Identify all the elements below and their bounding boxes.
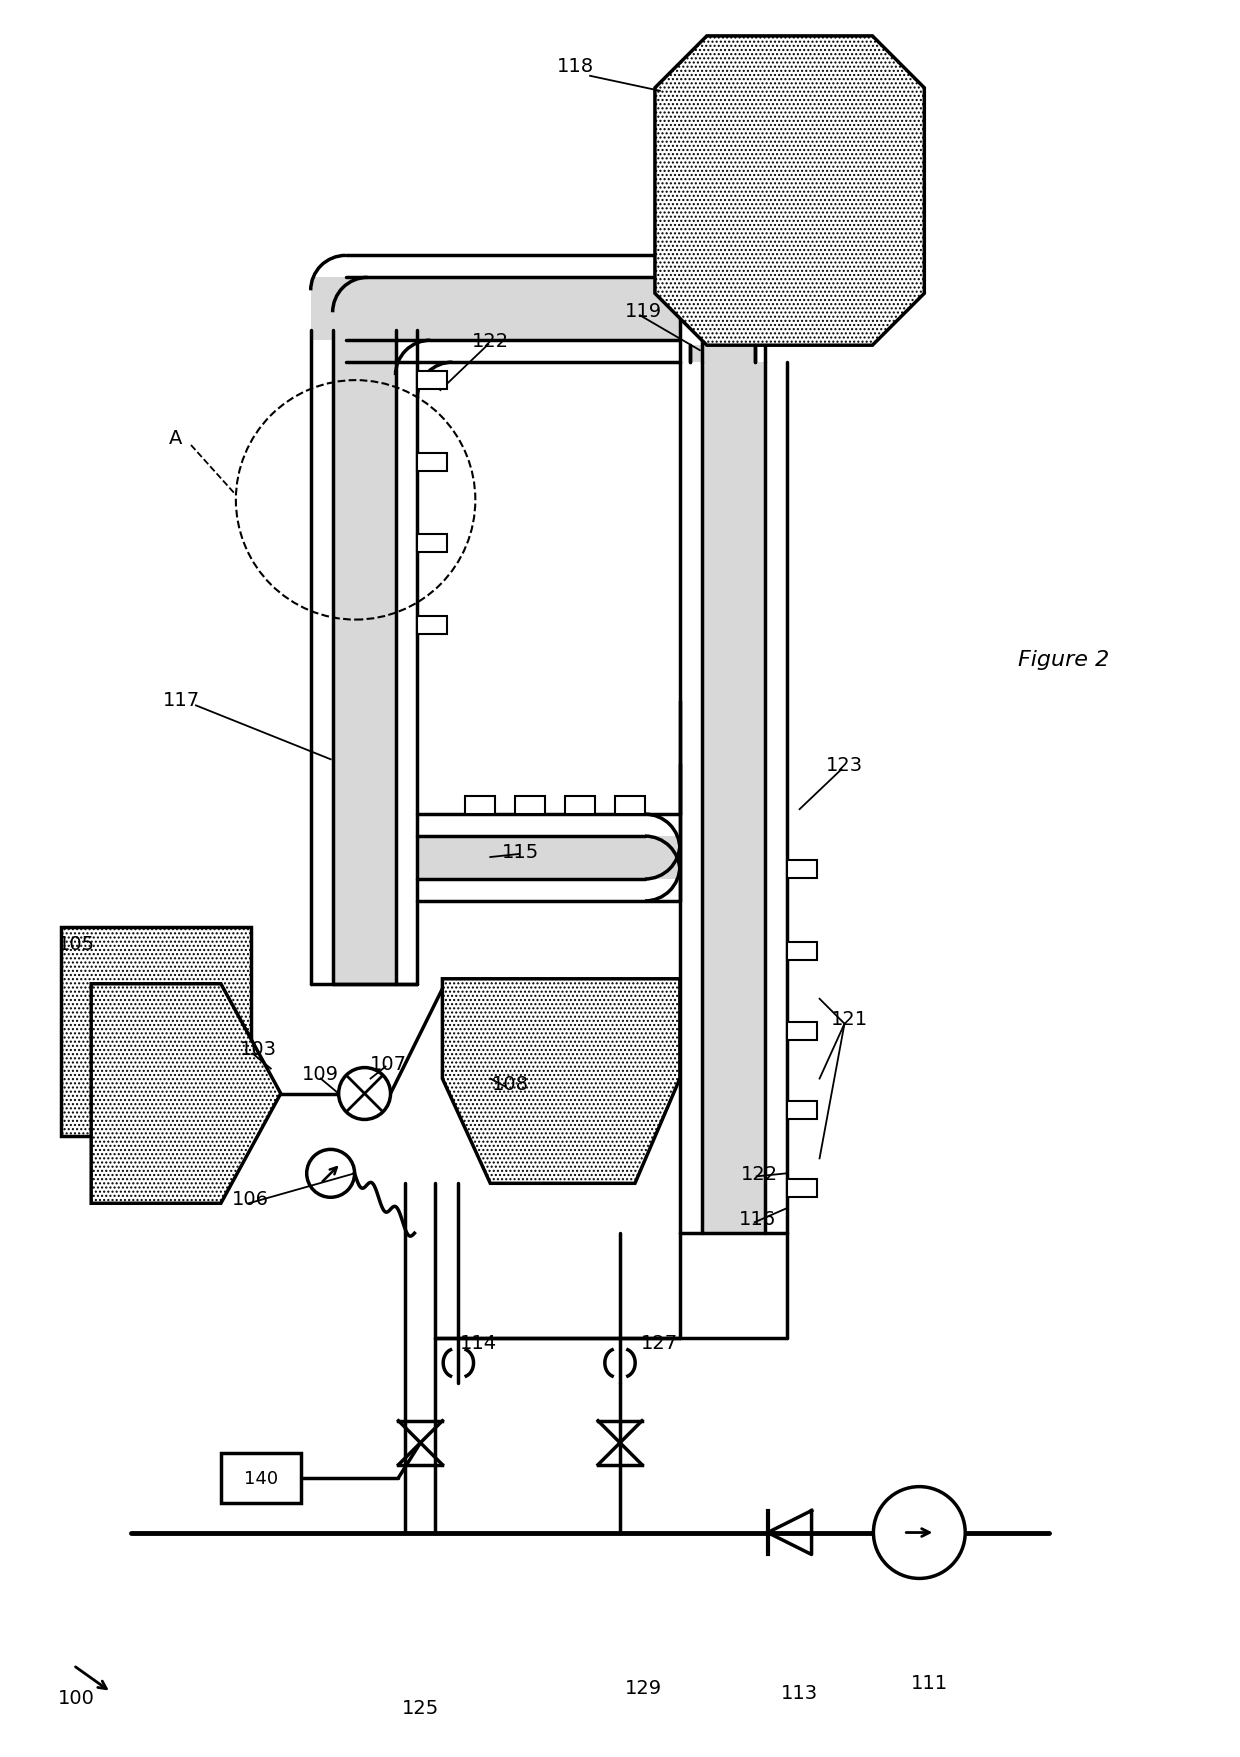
- Text: 123: 123: [826, 756, 863, 775]
- Text: 114: 114: [460, 1334, 497, 1353]
- Text: 105: 105: [57, 935, 94, 954]
- Text: 100: 100: [58, 1688, 94, 1706]
- Polygon shape: [418, 617, 448, 634]
- Text: 106: 106: [232, 1189, 269, 1209]
- Text: 116: 116: [739, 1209, 776, 1228]
- Text: 103: 103: [241, 1040, 278, 1058]
- Text: 109: 109: [303, 1065, 340, 1084]
- Polygon shape: [702, 364, 765, 1233]
- Text: 119: 119: [625, 302, 661, 320]
- Polygon shape: [418, 534, 448, 552]
- Text: 122: 122: [471, 332, 508, 350]
- Polygon shape: [311, 278, 680, 341]
- Polygon shape: [786, 861, 817, 878]
- Circle shape: [873, 1486, 965, 1578]
- Text: 140: 140: [244, 1469, 278, 1486]
- Text: A: A: [170, 429, 182, 448]
- Polygon shape: [565, 796, 595, 815]
- Polygon shape: [465, 796, 495, 815]
- Text: 115: 115: [502, 842, 539, 861]
- Polygon shape: [332, 297, 396, 984]
- Circle shape: [306, 1149, 355, 1198]
- Polygon shape: [786, 1102, 817, 1119]
- Text: 125: 125: [402, 1697, 439, 1717]
- Circle shape: [339, 1068, 391, 1119]
- Text: 122: 122: [742, 1165, 779, 1182]
- Polygon shape: [418, 372, 448, 390]
- Text: 118: 118: [557, 58, 594, 76]
- Text: 111: 111: [910, 1673, 947, 1692]
- Polygon shape: [516, 796, 546, 815]
- Text: 108: 108: [492, 1075, 528, 1093]
- Text: 107: 107: [370, 1054, 407, 1074]
- Text: 113: 113: [781, 1683, 818, 1703]
- Polygon shape: [786, 942, 817, 961]
- Polygon shape: [786, 1023, 817, 1040]
- Text: 127: 127: [641, 1334, 678, 1353]
- Polygon shape: [615, 796, 645, 815]
- Text: Figure 2: Figure 2: [1018, 650, 1110, 669]
- Polygon shape: [221, 1453, 301, 1502]
- Polygon shape: [689, 346, 755, 364]
- Polygon shape: [418, 453, 448, 471]
- Polygon shape: [655, 37, 924, 346]
- Polygon shape: [92, 984, 280, 1204]
- Text: 117: 117: [162, 691, 200, 710]
- Polygon shape: [786, 1179, 817, 1198]
- Polygon shape: [418, 836, 680, 880]
- Text: 129: 129: [625, 1678, 661, 1697]
- Polygon shape: [443, 979, 680, 1184]
- Polygon shape: [61, 928, 250, 1137]
- Text: 121: 121: [831, 1010, 868, 1028]
